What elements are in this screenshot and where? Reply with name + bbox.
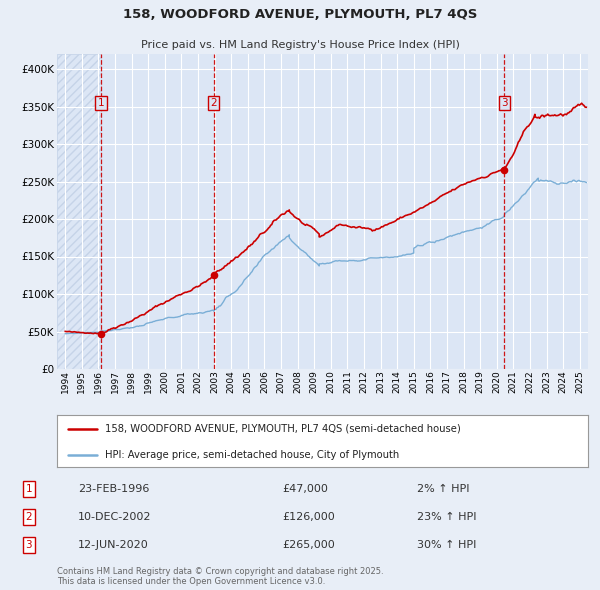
Text: 12-JUN-2020: 12-JUN-2020 <box>78 540 149 550</box>
Text: 2: 2 <box>25 512 32 522</box>
Text: 10-DEC-2002: 10-DEC-2002 <box>78 512 151 522</box>
Text: 2% ↑ HPI: 2% ↑ HPI <box>417 484 469 494</box>
Text: 1: 1 <box>25 484 32 494</box>
Text: £47,000: £47,000 <box>282 484 328 494</box>
Text: 2: 2 <box>211 98 217 108</box>
Text: Price paid vs. HM Land Registry's House Price Index (HPI): Price paid vs. HM Land Registry's House … <box>140 40 460 50</box>
Text: HPI: Average price, semi-detached house, City of Plymouth: HPI: Average price, semi-detached house,… <box>105 450 399 460</box>
Text: 158, WOODFORD AVENUE, PLYMOUTH, PL7 4QS (semi-detached house): 158, WOODFORD AVENUE, PLYMOUTH, PL7 4QS … <box>105 424 461 434</box>
Text: 1: 1 <box>98 98 104 108</box>
Text: £265,000: £265,000 <box>282 540 335 550</box>
Text: 23-FEB-1996: 23-FEB-1996 <box>78 484 149 494</box>
Text: 30% ↑ HPI: 30% ↑ HPI <box>417 540 476 550</box>
Text: 158, WOODFORD AVENUE, PLYMOUTH, PL7 4QS: 158, WOODFORD AVENUE, PLYMOUTH, PL7 4QS <box>123 8 477 21</box>
Text: 3: 3 <box>25 540 32 550</box>
Text: 23% ↑ HPI: 23% ↑ HPI <box>417 512 476 522</box>
Text: £126,000: £126,000 <box>282 512 335 522</box>
Text: Contains HM Land Registry data © Crown copyright and database right 2025.
This d: Contains HM Land Registry data © Crown c… <box>57 566 383 586</box>
Text: 3: 3 <box>501 98 508 108</box>
